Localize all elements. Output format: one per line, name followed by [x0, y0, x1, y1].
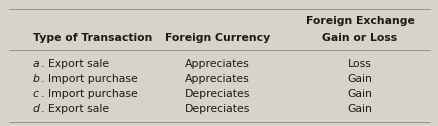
Text: . Export sale: . Export sale	[41, 104, 109, 114]
Text: b: b	[33, 74, 40, 84]
Text: c: c	[33, 89, 39, 99]
Text: Foreign Currency: Foreign Currency	[164, 33, 269, 43]
Text: Depreciates: Depreciates	[184, 89, 249, 99]
Text: Appreciates: Appreciates	[184, 59, 249, 69]
Text: Depreciates: Depreciates	[184, 104, 249, 114]
Text: Gain or Loss: Gain or Loss	[321, 33, 397, 43]
Text: d: d	[33, 104, 40, 114]
Text: Gain: Gain	[347, 74, 371, 84]
Text: a: a	[33, 59, 39, 69]
Text: Gain: Gain	[347, 104, 371, 114]
Text: . Import purchase: . Import purchase	[41, 74, 137, 84]
Text: . Export sale: . Export sale	[41, 59, 109, 69]
Text: Type of Transaction: Type of Transaction	[33, 33, 152, 43]
Text: Appreciates: Appreciates	[184, 74, 249, 84]
Text: Foreign Exchange: Foreign Exchange	[305, 16, 413, 26]
Text: Loss: Loss	[347, 59, 371, 69]
Text: Gain: Gain	[347, 89, 371, 99]
Text: . Import purchase: . Import purchase	[41, 89, 137, 99]
